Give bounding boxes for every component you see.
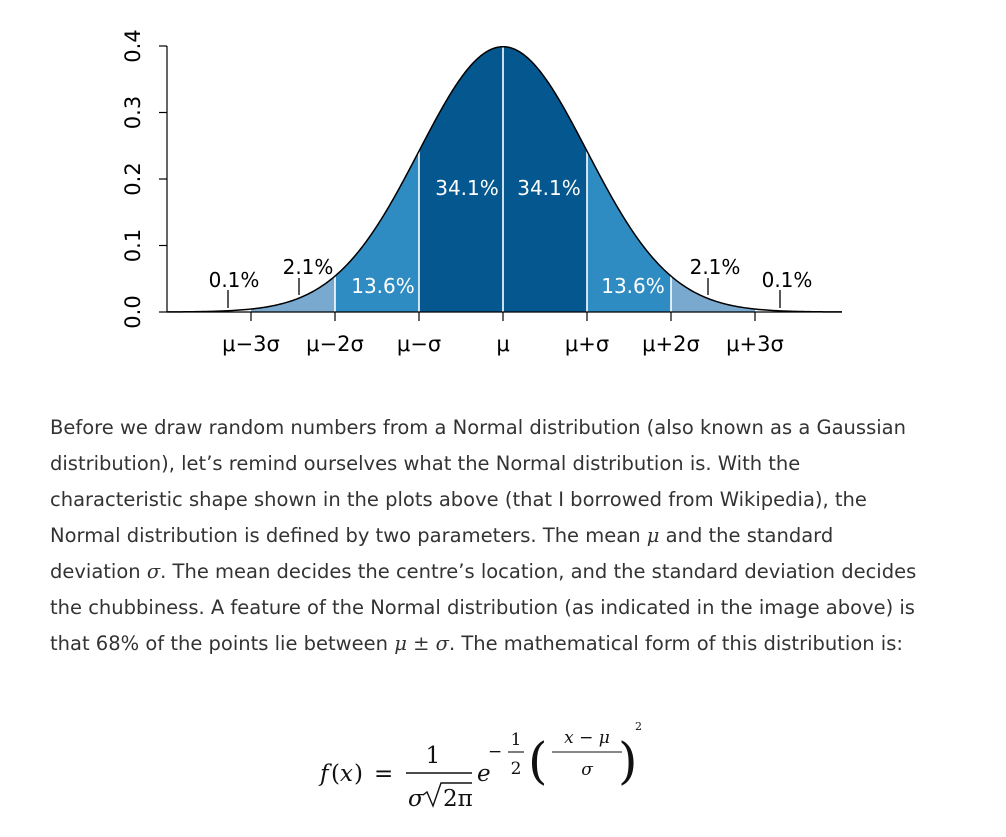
formula-sqrt-content: 2π (443, 786, 473, 812)
formula-denominator-sigma: σ (408, 786, 425, 812)
formula-exp-minus: − (488, 742, 502, 762)
percent-label: 0.1% (209, 268, 260, 292)
percent-label: 0.1% (762, 268, 813, 292)
inline-math-symbol: μ (394, 632, 407, 655)
formula-sqrt-sign (422, 782, 472, 808)
band-area (251, 276, 335, 312)
percent-label: 34.1% (435, 176, 499, 200)
y-tick-label: 0.2 (121, 162, 145, 195)
x-ticks-layer: μ−3σ μ−2σ μ−σ μ μ+σ μ+2σ μ+3σ (222, 312, 784, 356)
y-tick-label: 0.0 (121, 295, 145, 328)
formula-paren-open: ( (528, 732, 548, 790)
formula-lhs-open: ( (331, 761, 340, 787)
percent-label: 2.1% (690, 255, 741, 279)
article-paragraph: Before we draw random numbers from a Nor… (50, 410, 930, 662)
y-ticks-layer: 0.0 0.1 0.2 0.3 0.4 (121, 29, 167, 329)
inline-math-symbol: σ (146, 560, 161, 583)
formula-exp-half-num: 1 (511, 730, 522, 750)
band-area (671, 276, 755, 312)
formula-frac-den: σ (581, 760, 593, 780)
percent-label: 2.1% (283, 255, 334, 279)
y-tick-label: 0.4 (121, 29, 145, 62)
paragraph-text-segment: . The mean decides the centre’s location… (50, 560, 917, 655)
inline-math-operator: ± (406, 632, 436, 655)
formula-paren-close: ) (618, 732, 638, 790)
y-tick-label: 0.1 (121, 229, 145, 262)
paragraph-text-segment: . The mathematical form of this distribu… (448, 632, 903, 655)
normal-distribution-chart: 0.00.10.20.30.4 μ−3σ μ−2σ μ−σ μ μ+σ μ+2σ μ+3σ … (121, 29, 842, 356)
x-tick-label: μ+σ (565, 332, 609, 356)
band-divider-lines-layer (334, 46, 672, 312)
inline-math-symbol: μ (646, 524, 660, 547)
normal-pdf-formula: f ( x ) = 1 σ 2π e − 1 2 ( x − μ σ ) 2 (318, 720, 642, 812)
formula-frac-num: x − μ (564, 728, 610, 748)
formula-lhs-var: x (340, 761, 353, 787)
formula-lhs-fn: f (318, 761, 332, 787)
inline-math-symbol: σ (435, 632, 449, 655)
formula-exp-half-den: 2 (511, 759, 522, 779)
x-tick-label: μ−2σ (306, 332, 364, 356)
y-tick-label: 0.3 (121, 96, 145, 129)
formula-lhs-close: ) (354, 761, 363, 787)
formula-numerator: 1 (426, 743, 441, 769)
x-tick-label: μ+2σ (642, 332, 700, 356)
paragraph-text-segment: Before we draw random numbers from a Nor… (50, 416, 906, 547)
percent-label: 34.1% (517, 176, 581, 200)
x-tick-label: μ−σ (397, 332, 441, 356)
percent-label: 13.6% (351, 274, 415, 298)
percent-label: 13.6% (601, 274, 665, 298)
x-tick-label: μ+3σ (726, 332, 784, 356)
formula-base-e: e (477, 761, 491, 787)
x-tick-label: μ−3σ (222, 332, 280, 356)
formula-equals: = (374, 761, 393, 787)
x-tick-label: μ (496, 332, 509, 356)
paragraph-text-segment: and the standard deviation (50, 524, 834, 583)
normal-curve (166, 45, 842, 313)
percent-labels-layer: 34.1% 34.1% 13.6% 13.6% 2.1% 2.1% 0.1% 0.1% (209, 176, 813, 308)
formula-power: 2 (635, 720, 642, 733)
